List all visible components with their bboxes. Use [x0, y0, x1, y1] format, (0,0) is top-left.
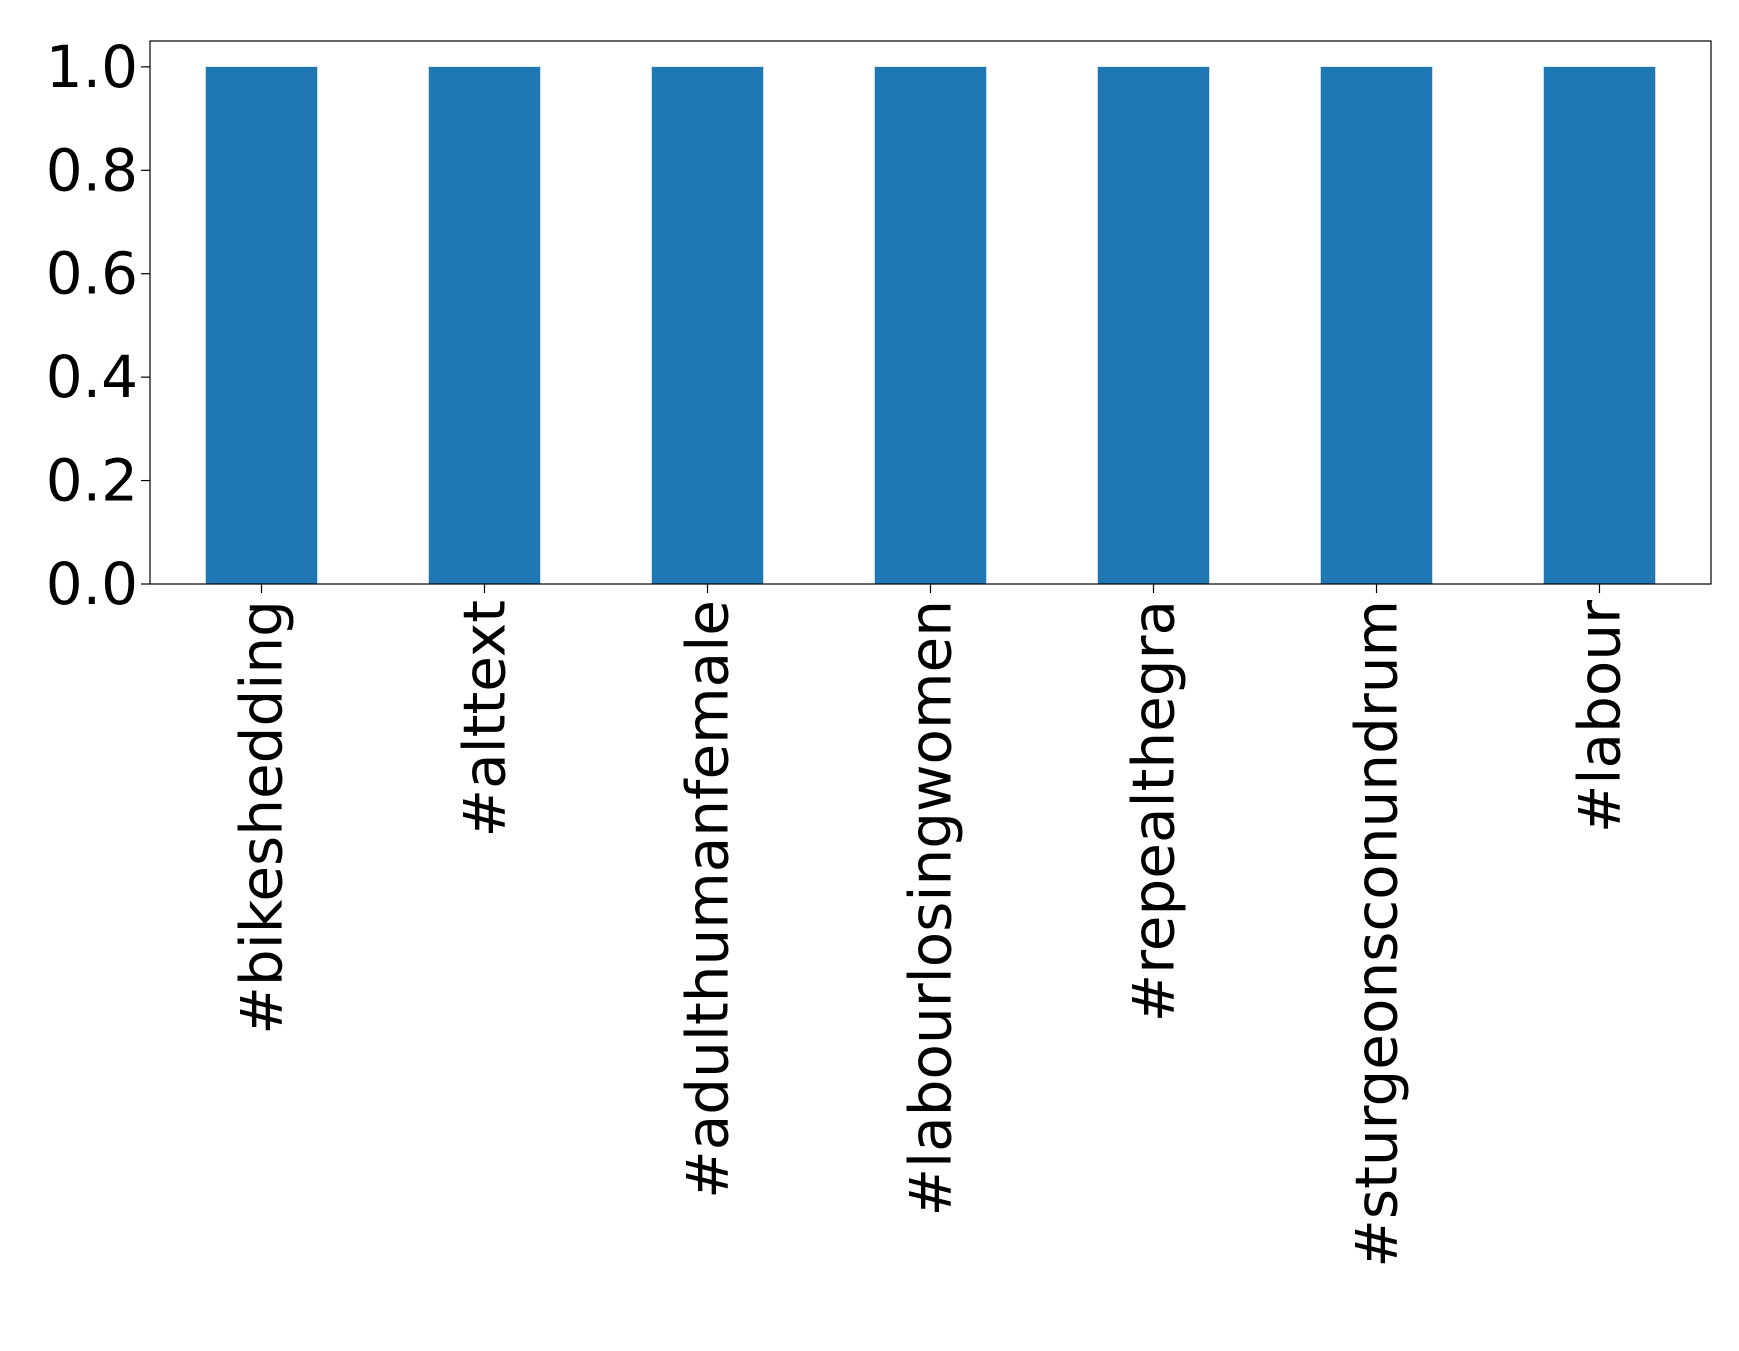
bar-alttext [428, 66, 541, 585]
y-tick-label: 0.0 [46, 550, 138, 618]
y-tick-label: 0.2 [46, 447, 138, 515]
x-tick-label: #sturgeonsconundrum [1343, 600, 1411, 1268]
bar-repealthegra [1097, 66, 1210, 585]
bar-bikeshedding [205, 66, 318, 585]
bars-layer [205, 66, 1656, 585]
x-tick-label: #adulthumanfemale [674, 600, 742, 1199]
y-tick-label: 0.6 [46, 240, 138, 308]
x-tick-label: #labourlosingwomen [897, 600, 965, 1217]
bar-sturgeonsconundrum [1320, 66, 1433, 585]
y-tick-label: 0.8 [46, 136, 138, 204]
y-tick-label: 0.4 [46, 343, 138, 411]
bar-labourlosingwomen [874, 66, 987, 585]
x-tick-label: #repealthegra [1120, 600, 1188, 1022]
x-tick-label: #labour [1566, 600, 1634, 833]
y-axis: 0.0 0.2 0.4 0.6 0.8 1.0 [46, 33, 150, 618]
x-tick-label: #bikeshedding [228, 600, 296, 1035]
x-axis: #bikeshedding #alttext #adulthumanfemale #l… [228, 584, 1634, 1268]
bar-labour [1543, 66, 1656, 585]
x-tick-label: #alttext [451, 600, 519, 837]
y-tick-label: 1.0 [46, 33, 138, 101]
bar-adulthumanfemale [651, 66, 764, 585]
